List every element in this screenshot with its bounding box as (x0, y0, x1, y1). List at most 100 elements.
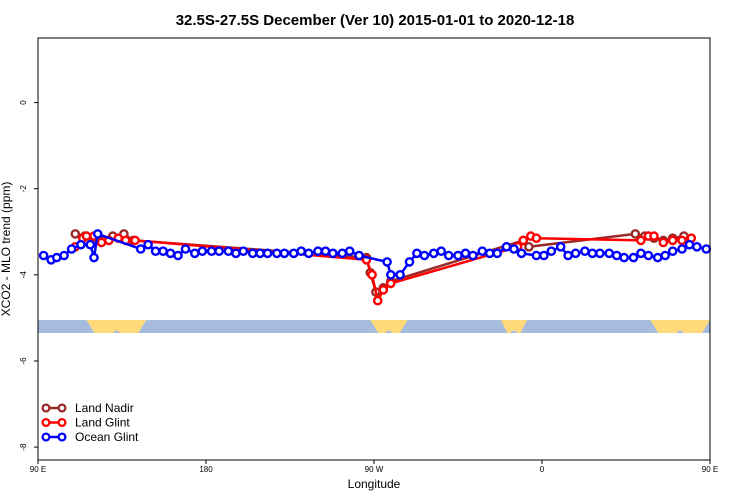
land-segment-0 (86, 320, 147, 333)
data-point (38, 250, 49, 261)
data-point (484, 248, 495, 259)
data-point (595, 248, 605, 259)
data-point (96, 237, 107, 248)
data-point (385, 269, 396, 280)
data-point (667, 235, 678, 246)
data-point (66, 244, 77, 254)
y-tick-label: -4 (19, 271, 28, 279)
data-point (59, 250, 69, 261)
data-point (611, 250, 622, 261)
data-point (337, 248, 348, 259)
data-point (563, 250, 573, 261)
data-point (643, 250, 654, 261)
data-point (531, 250, 542, 261)
data-point (328, 248, 338, 259)
land-segment-1 (370, 320, 408, 333)
series-land-glint (70, 231, 697, 306)
data-point (262, 248, 273, 259)
data-point (231, 248, 241, 259)
data-point (516, 248, 527, 259)
data-point (150, 246, 161, 256)
data-point (692, 241, 702, 252)
legend-marker (57, 417, 67, 428)
data-point (477, 246, 488, 256)
data-point (460, 248, 471, 259)
data-point (320, 246, 331, 256)
data-point (524, 241, 534, 252)
data-point (76, 239, 86, 250)
data-point (443, 250, 454, 261)
data-point (630, 229, 641, 239)
data-point (404, 257, 415, 267)
data-point (238, 246, 249, 256)
legend-marker (41, 417, 51, 428)
y-tick-label: -6 (19, 357, 28, 365)
legend-marker (57, 432, 67, 442)
data-point (378, 285, 389, 295)
land-segment-3 (650, 320, 710, 333)
data-point (531, 233, 542, 243)
y-axis: 0 -2 -4 -6 -8 (19, 100, 38, 451)
data-point (372, 295, 383, 306)
data-point (619, 252, 629, 263)
x-axis-label: Longitude (348, 477, 401, 491)
x-tick-label: 0 (540, 465, 545, 474)
data-point (135, 244, 146, 254)
land-segment-2 (500, 320, 528, 333)
ocean-band (38, 320, 710, 333)
data-point (501, 241, 512, 252)
data-point (453, 250, 463, 261)
data-point (382, 257, 392, 267)
data-point (279, 248, 290, 259)
legend-label: Ocean Glint (75, 430, 139, 444)
data-point (570, 248, 581, 259)
data-point (173, 250, 183, 261)
data-point (395, 269, 405, 280)
data-point (165, 248, 176, 259)
x-tick-label: 180 (199, 465, 213, 474)
series-ocean-glint (38, 229, 712, 280)
data-point (206, 246, 217, 256)
legend-marker (41, 432, 51, 442)
data-point (436, 246, 447, 256)
data-point (247, 248, 258, 259)
data-point (288, 248, 299, 259)
data-point (636, 235, 646, 246)
data-point (70, 229, 81, 239)
x-tick-label: 90 E (702, 465, 718, 474)
series-layer (38, 229, 712, 306)
data-point (468, 250, 478, 261)
x-tick-label: 90 E (30, 465, 46, 474)
data-point (296, 246, 307, 256)
data-point (509, 244, 519, 254)
data-point (85, 239, 96, 250)
data-point (180, 244, 191, 254)
data-point (677, 235, 687, 246)
data-point (684, 239, 695, 250)
data-point (628, 252, 639, 263)
data-point (636, 248, 646, 259)
data-point (385, 278, 396, 289)
x-axis: 90 E 180 90 W 0 90 E (30, 460, 718, 474)
data-point (652, 252, 663, 263)
chart-title: 32.5S-27.5S December (Ver 10) 2015-01-01… (176, 12, 575, 29)
data-point (701, 244, 712, 254)
data-point (143, 239, 153, 250)
data-point (419, 250, 430, 261)
data-point (51, 252, 62, 263)
data-point (546, 246, 557, 256)
data-point (344, 246, 355, 256)
data-point (580, 246, 590, 256)
data-point (412, 248, 422, 259)
y-tick-label: -8 (19, 443, 28, 451)
data-point (677, 244, 687, 254)
legend-label: Land Nadir (75, 401, 134, 415)
data-point (223, 246, 234, 256)
x-tick-label: 90 W (365, 465, 384, 474)
data-point (667, 246, 678, 256)
legend-label: Land Glint (75, 416, 130, 430)
legend-marker (41, 403, 51, 413)
data-point (130, 235, 140, 246)
